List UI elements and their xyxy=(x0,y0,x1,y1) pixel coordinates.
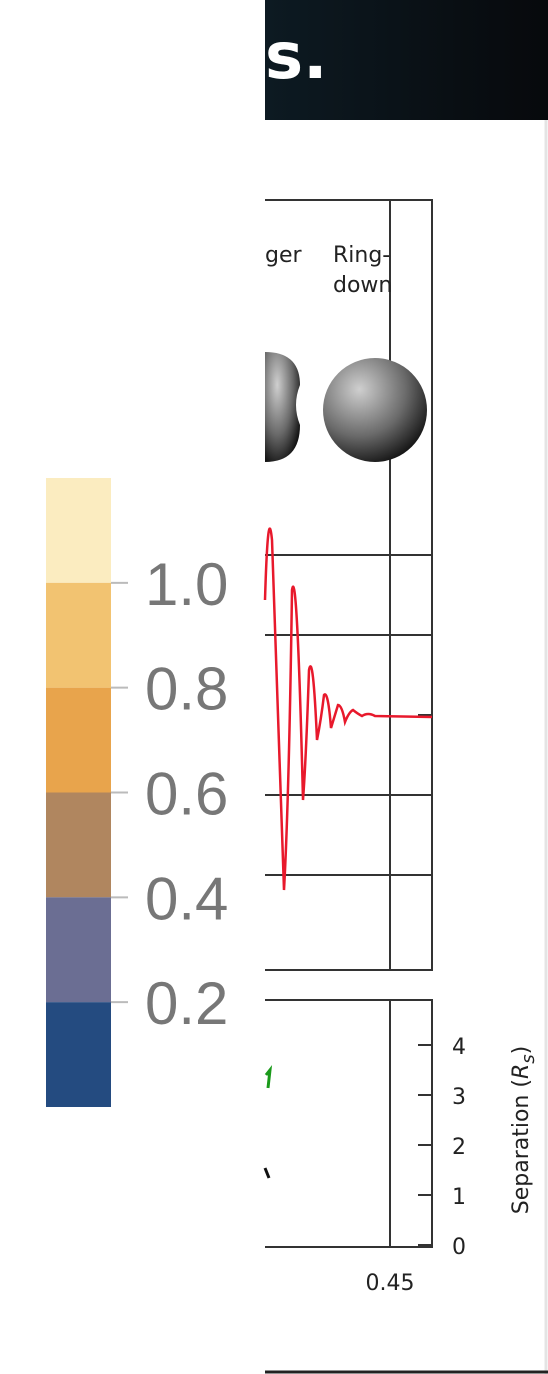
colorbar: 1.0 0.8 0.6 0.4 0.2 xyxy=(46,478,228,1107)
colorbar-label: 0.4 xyxy=(145,865,228,932)
merging-bodies xyxy=(265,352,300,462)
lower-panel xyxy=(265,999,433,1248)
y-tick-label: 4 xyxy=(452,1035,466,1060)
axis-subscript: s xyxy=(518,1054,539,1063)
separation-curve xyxy=(263,1167,271,1179)
axis-symbol: R xyxy=(509,1064,534,1079)
phase-label: down xyxy=(333,273,392,298)
upper-panel xyxy=(265,199,433,971)
separation-axis: 4 3 2 1 0 xyxy=(418,1035,466,1260)
phase-label: ger xyxy=(265,243,303,268)
colorbar-label: 0.6 xyxy=(145,761,228,828)
header-band xyxy=(265,0,548,120)
waveform xyxy=(263,527,433,891)
colorbar-segment xyxy=(46,792,111,898)
y-tick-label: 3 xyxy=(452,1085,466,1110)
panel-frame xyxy=(265,199,433,971)
axis-title: Separation (Rs) xyxy=(509,1046,539,1214)
axis-title-text: Separation xyxy=(509,1095,534,1215)
x-tick-label: 0.45 xyxy=(366,1271,415,1296)
header-text: s. xyxy=(265,20,327,94)
y-tick-label: 0 xyxy=(452,1235,466,1260)
colorbar-label: 0.2 xyxy=(145,970,228,1037)
colorbar-segment xyxy=(46,478,111,583)
panel-frame xyxy=(265,999,433,1248)
colorbar-segment xyxy=(46,582,111,688)
colorbar-segment xyxy=(46,1002,111,1107)
separation-curve xyxy=(264,1065,273,1089)
colorbar-label: 1.0 xyxy=(145,551,228,618)
colorbar-label: 0.8 xyxy=(145,656,228,723)
final-black-hole xyxy=(323,358,427,462)
colorbar-segment xyxy=(46,897,111,1003)
y-tick-label: 2 xyxy=(452,1135,466,1160)
colorbar-segment xyxy=(46,687,111,793)
phase-label: Ring- xyxy=(333,243,390,268)
y-tick-label: 1 xyxy=(452,1185,466,1210)
